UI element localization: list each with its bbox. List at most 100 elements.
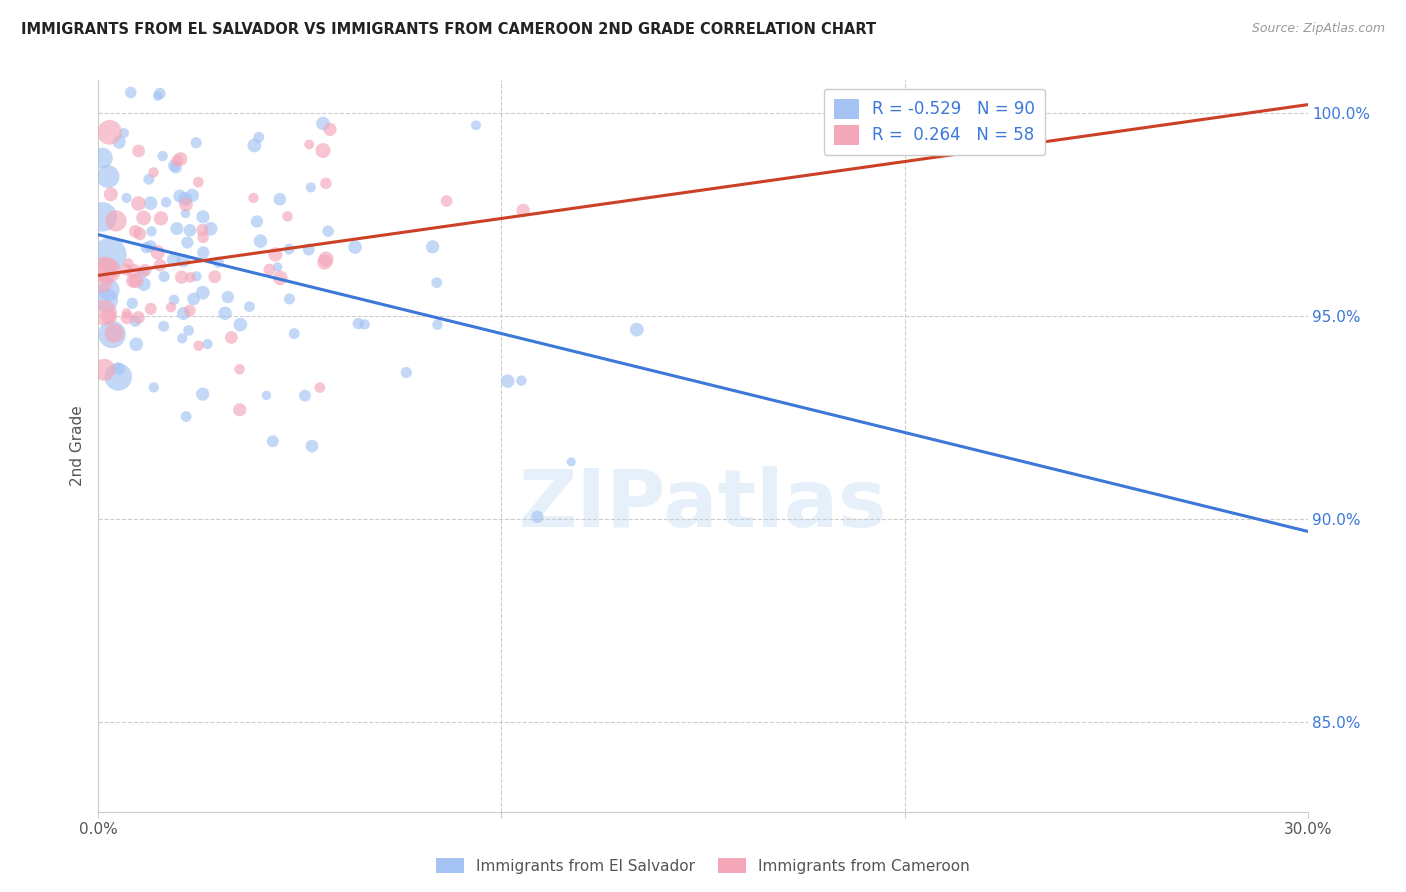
Point — [124, 224, 146, 238]
Point — [319, 122, 342, 136]
Point — [107, 361, 129, 376]
Point — [98, 125, 121, 139]
Point — [93, 363, 115, 377]
Point — [496, 374, 519, 388]
Point — [512, 203, 534, 218]
Point — [626, 323, 648, 337]
Point — [395, 366, 418, 380]
Point — [186, 136, 208, 150]
Point — [174, 409, 197, 424]
Point — [98, 248, 121, 262]
Point — [132, 277, 155, 292]
Point — [160, 300, 183, 314]
Point — [526, 509, 548, 524]
Point — [278, 292, 301, 306]
Point — [162, 252, 184, 267]
Point — [139, 239, 162, 253]
Point — [249, 234, 271, 248]
Point — [153, 269, 176, 284]
Point — [217, 290, 239, 304]
Point — [510, 374, 533, 388]
Point — [173, 306, 195, 320]
Point — [179, 270, 201, 285]
Point — [172, 253, 194, 268]
Point — [146, 245, 169, 260]
Point — [191, 210, 214, 224]
Point — [262, 434, 284, 449]
Text: ZIPatlas: ZIPatlas — [519, 466, 887, 543]
Point — [312, 116, 335, 130]
Point — [191, 223, 214, 237]
Point — [166, 221, 188, 235]
Point — [117, 256, 139, 270]
Point — [436, 194, 458, 208]
Point — [103, 326, 125, 341]
Point — [93, 262, 115, 277]
Point — [169, 152, 191, 166]
Text: IMMIGRANTS FROM EL SALVADOR VS IMMIGRANTS FROM CAMEROON 2ND GRADE CORRELATION CH: IMMIGRANTS FROM EL SALVADOR VS IMMIGRANT… — [21, 22, 876, 37]
Point — [283, 326, 305, 341]
Point — [98, 283, 121, 297]
Point — [128, 144, 150, 158]
Point — [97, 310, 120, 324]
Point — [97, 169, 120, 184]
Legend: Immigrants from El Salvador, Immigrants from Cameroon: Immigrants from El Salvador, Immigrants … — [430, 852, 976, 880]
Point — [301, 439, 323, 453]
Point — [426, 276, 449, 290]
Point — [181, 188, 204, 202]
Point — [163, 159, 186, 173]
Point — [127, 310, 149, 325]
Point — [115, 306, 138, 320]
Point — [149, 258, 172, 272]
Point — [191, 285, 214, 300]
Point — [187, 339, 209, 353]
Point — [353, 318, 375, 332]
Point — [120, 86, 142, 100]
Point — [131, 265, 153, 279]
Point — [269, 271, 291, 285]
Point — [174, 192, 197, 206]
Point — [132, 211, 155, 225]
Point — [316, 224, 339, 238]
Point — [309, 380, 332, 394]
Point — [298, 137, 321, 152]
Point — [276, 210, 298, 224]
Point — [174, 206, 197, 220]
Point — [108, 135, 131, 149]
Point — [179, 303, 201, 318]
Point — [422, 240, 444, 254]
Point — [169, 189, 191, 203]
Point — [243, 138, 266, 153]
Point — [166, 153, 188, 168]
Point — [121, 296, 143, 310]
Point — [560, 455, 582, 469]
Point — [165, 161, 187, 175]
Point — [347, 317, 370, 331]
Point — [207, 255, 229, 269]
Point — [229, 318, 252, 332]
Point — [91, 151, 114, 165]
Point — [107, 370, 129, 384]
Point — [183, 292, 205, 306]
Point — [170, 270, 193, 285]
Point — [124, 314, 146, 328]
Point — [138, 172, 160, 186]
Point — [174, 197, 197, 211]
Point — [91, 277, 114, 291]
Point — [177, 323, 200, 337]
Point — [278, 242, 301, 256]
Point — [187, 175, 209, 189]
Point — [426, 318, 449, 332]
Point — [121, 274, 143, 288]
Point — [238, 300, 260, 314]
Point — [229, 402, 252, 417]
Point — [214, 306, 236, 320]
Point — [94, 293, 117, 307]
Point — [264, 247, 287, 261]
Point — [135, 241, 157, 255]
Point — [104, 214, 127, 228]
Point — [149, 211, 172, 226]
Point — [299, 180, 322, 194]
Point — [315, 252, 337, 266]
Legend: R = -0.529   N = 90, R =  0.264   N = 58: R = -0.529 N = 90, R = 0.264 N = 58 — [824, 88, 1045, 155]
